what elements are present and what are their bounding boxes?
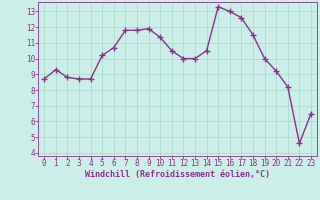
X-axis label: Windchill (Refroidissement éolien,°C): Windchill (Refroidissement éolien,°C) [85,170,270,179]
